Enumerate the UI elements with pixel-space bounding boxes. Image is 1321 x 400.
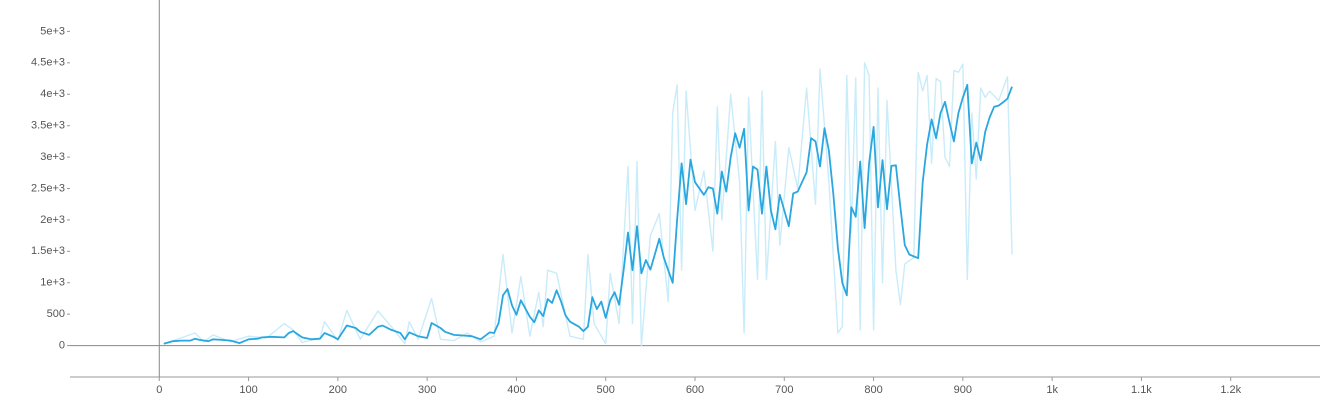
y-tick-label: 500 <box>47 308 65 320</box>
y-tick-label: 4.5e+3 <box>31 57 65 69</box>
x-tick-label: 300 <box>418 384 436 396</box>
series-line <box>163 83 1013 345</box>
x-tick-label: 1.2k <box>1220 384 1241 396</box>
x-tick-label: 900 <box>954 384 972 396</box>
series-line <box>163 62 1013 347</box>
y-tick-label: 4e+3 <box>40 88 65 100</box>
x-tick-label: 1k <box>1046 384 1058 396</box>
y-tick-label: 5e+3 <box>40 25 65 37</box>
y-tick-label: 0 <box>59 339 65 351</box>
x-tick-label: 600 <box>686 384 704 396</box>
x-tick-label: 400 <box>507 384 525 396</box>
y-tick-label: 3e+3 <box>40 151 65 163</box>
y-tick-label: 2.5e+3 <box>31 182 65 194</box>
y-tick-label: 1e+3 <box>40 277 65 289</box>
x-tick-label: 200 <box>329 384 347 396</box>
y-tick-label: 1.5e+3 <box>31 245 65 257</box>
x-tick-label: 0 <box>156 384 162 396</box>
y-tick-label: 3.5e+3 <box>31 120 65 132</box>
x-tick-label: 500 <box>597 384 615 396</box>
x-tick-label: 1.1k <box>1131 384 1152 396</box>
x-tick-label: 100 <box>239 384 257 396</box>
x-tick-label: 700 <box>775 384 793 396</box>
y-tick-label: 2e+3 <box>40 214 65 226</box>
x-tick-label: 800 <box>864 384 882 396</box>
